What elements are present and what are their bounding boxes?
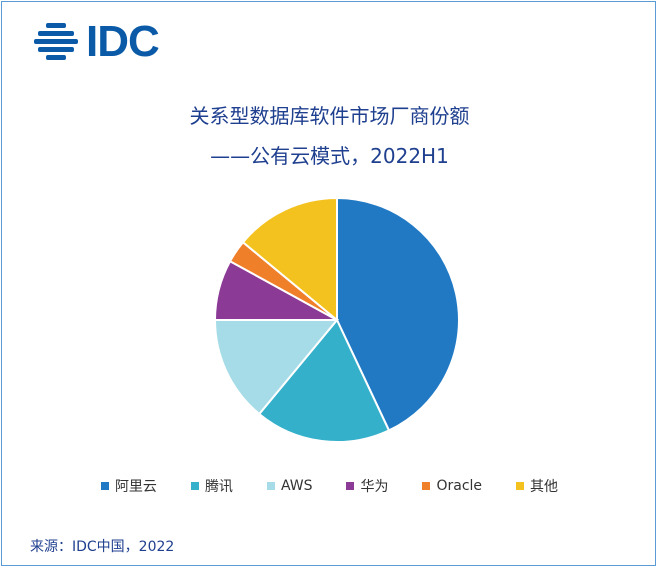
pie-slice-5 — [241, 196, 338, 323]
legend-item-4: Oracle — [422, 476, 482, 496]
source-note: 来源：IDC中国，2022 — [30, 539, 175, 555]
pie-slice-0 — [336, 196, 460, 432]
globe-icon — [34, 23, 78, 60]
chart-subtitle: ——公有云模式，2022H1 — [210, 144, 449, 168]
legend-swatch — [346, 482, 355, 490]
legend-swatch — [516, 482, 525, 490]
legend-item-5: 其他 — [516, 476, 558, 496]
pie-slice-2 — [213, 319, 340, 416]
chart-title: 关系型数据库软件市场厂商份额 — [189, 104, 470, 128]
logo-text: IDC — [86, 17, 160, 66]
legend-item-1: 腾讯 — [190, 476, 233, 496]
legend-swatch — [422, 482, 431, 490]
legend-swatch — [100, 482, 109, 490]
legend-swatch — [190, 482, 199, 490]
legend-swatch — [266, 482, 275, 490]
legend-label: 华为 — [360, 479, 389, 495]
legend-label: 阿里云 — [114, 479, 157, 495]
legend-item-3: 华为 — [346, 476, 388, 496]
chart-legend: 阿里云 腾讯 AWS 华为 Oracle 其他 — [2, 476, 657, 496]
legend-item-2: AWS — [266, 476, 313, 496]
pie-slice-1 — [257, 318, 391, 443]
legend-label: 其他 — [530, 479, 559, 495]
legend-label: 腾讯 — [204, 479, 233, 495]
legend-label: AWS — [280, 478, 313, 494]
legend-label: Oracle — [436, 478, 483, 494]
legend-item-0: 阿里云 — [100, 476, 157, 496]
idc-logo: IDC — [30, 18, 170, 66]
